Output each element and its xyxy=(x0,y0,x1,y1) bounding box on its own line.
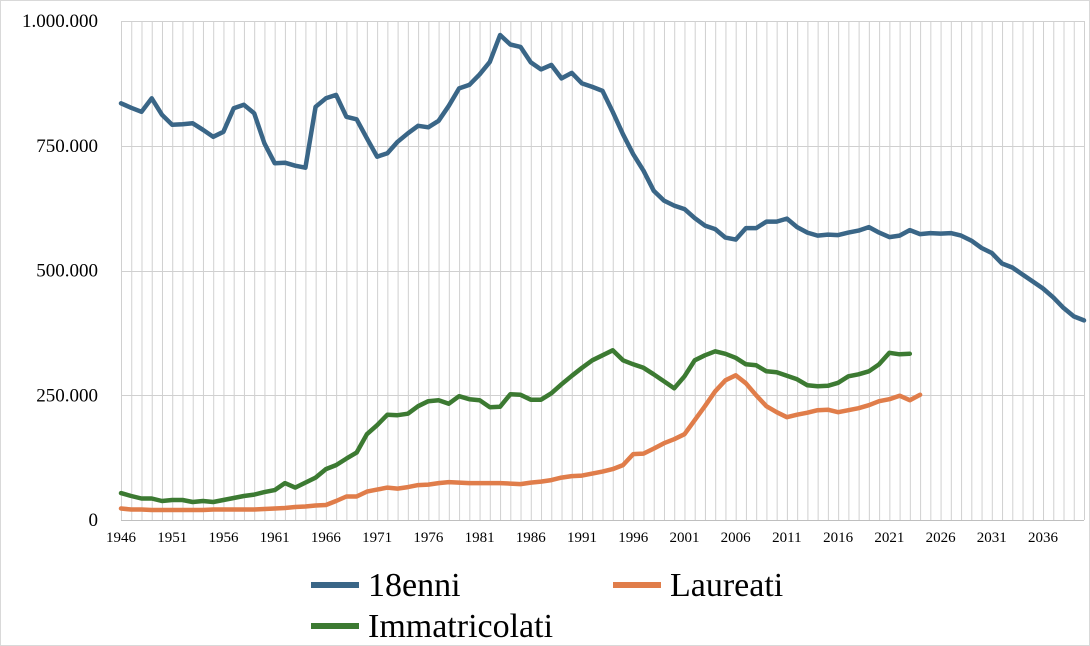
legend: 18enni Laureati Immatricolati xyxy=(311,567,783,645)
x-tick-label: 2016 xyxy=(823,530,854,546)
y-tick-label: 250.000 xyxy=(36,385,98,406)
x-tick-label: 2021 xyxy=(874,530,904,546)
x-tick-label: 1956 xyxy=(208,530,239,546)
legend-label-immatricolati: Immatricolati xyxy=(368,608,553,645)
x-tick-label: 2031 xyxy=(977,530,1007,546)
x-tick-label: 1996 xyxy=(618,530,649,546)
y-tick-label: 0 xyxy=(89,510,99,531)
x-tick-label: 2006 xyxy=(721,530,752,546)
y-tick-label: 750.000 xyxy=(36,136,98,157)
series-line-laureati xyxy=(118,373,923,513)
x-tick-label: 1961 xyxy=(260,530,290,546)
x-tick-label: 2001 xyxy=(669,530,699,546)
legend-label-laureati: Laureati xyxy=(670,567,783,604)
x-tick-label: 1981 xyxy=(465,530,495,546)
x-tick-label: 1946 xyxy=(106,530,137,546)
x-tick-label: 1951 xyxy=(157,530,187,546)
series-line-immatricolati xyxy=(118,348,913,505)
x-tick-label: 1976 xyxy=(413,530,444,546)
x-tick-label: 1966 xyxy=(311,530,342,546)
x-tick-label: 1986 xyxy=(516,530,547,546)
series-line-18enni xyxy=(118,32,1087,323)
y-tick-label: 500.000 xyxy=(36,261,98,282)
x-tick-label: 2036 xyxy=(1028,530,1059,546)
y-tick-label: 1.000.000 xyxy=(22,11,98,32)
grid xyxy=(121,21,1085,520)
x-tick-label: 2026 xyxy=(926,530,957,546)
series xyxy=(118,32,1087,513)
axes: 0 250.000 500.000 750.000 1.000.000 1946 1951 1… xyxy=(22,11,1084,546)
legend-label-18enni: 18enni xyxy=(368,567,461,604)
x-tick-label: 1991 xyxy=(567,530,597,546)
x-tick-label: 2011 xyxy=(772,530,801,546)
x-tick-label: 1971 xyxy=(362,530,392,546)
